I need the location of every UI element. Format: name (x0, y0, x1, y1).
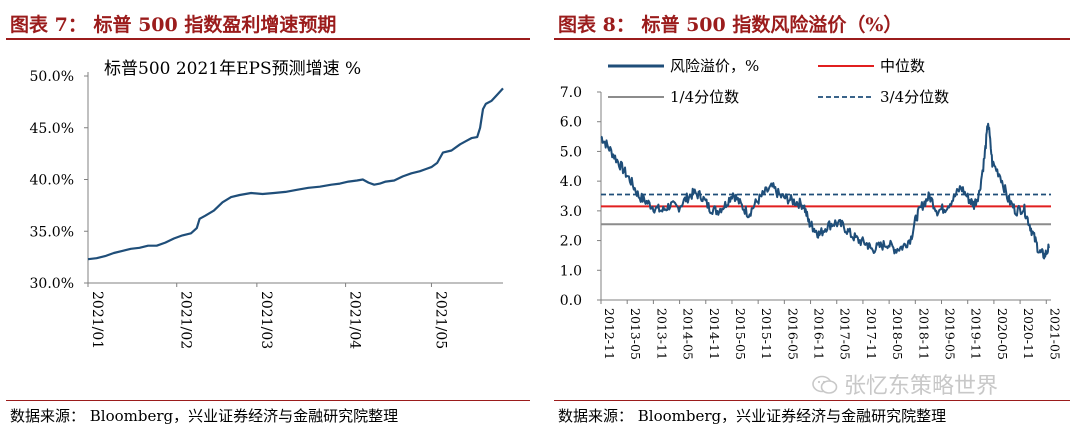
x-tick-label: 2018-11 (916, 308, 931, 360)
watermark-text: 张忆东策略世界 (844, 374, 999, 399)
x-tick-label: 2019-05 (943, 308, 958, 360)
figure-7-panel: 图表 7： 标普 500 指数盈利增速预期 30.0% 35.0% 40.0% 45.… (6, 8, 530, 429)
risk-premium-chart: 0.0 1.0 2.0 3.0 4.0 5.0 6.0 7.0 2012-11 2013-05 20… (560, 57, 1063, 360)
eps-growth-chart: 30.0% 35.0% 40.0% 45.0% 50.0% 2021/01 2021/02 2… (30, 59, 504, 349)
y-tick-label: 6.0 (560, 115, 582, 131)
figure-8-panel: 图表 8： 标普 500 指数风险溢价（%） 0.0 1.0 2.0 3.0 4.0 5.… (548, 0, 1080, 432)
figure-7-caption: 图表 7： 标普 500 指数盈利增速预期 (10, 14, 337, 36)
y-tick-label: 1.0 (560, 263, 582, 279)
y-tick-label: 30.0% (30, 276, 74, 292)
x-tick-label: 2021/01 (89, 291, 105, 349)
y-tick-label: 2.0 (560, 234, 582, 250)
y-tick-label: 40.0% (30, 173, 74, 189)
legend-quartile-3-label: 3/4分位数 (880, 88, 949, 106)
watermark: 张忆东策略世界 (812, 368, 998, 400)
x-tick-label: 2021/03 (258, 291, 274, 349)
y-tick-label: 0.0 (560, 293, 582, 309)
x-tick-label: 2014-11 (707, 308, 722, 360)
y-tick-label: 5.0 (560, 144, 582, 160)
x-tick-label: 2015-05 (733, 308, 748, 360)
figure-7-footer: 数据来源： Bloomberg，兴业证券经济与金融研究院整理 (6, 400, 530, 429)
eps-growth-line (87, 87, 504, 261)
y-tick-label: 7.0 (560, 85, 582, 101)
x-tick-label: 2016-05 (785, 308, 800, 360)
x-tick-label: 2021-05 (1047, 308, 1062, 360)
y-tick-label: 50.0% (30, 69, 74, 85)
legend-risk-premium-label: 风险溢价，% (670, 57, 759, 75)
x-tick-label: 2016-11 (812, 308, 827, 360)
x-tick-label: 2020-05 (995, 308, 1010, 360)
risk-premium-line (600, 122, 1050, 260)
y-tick-label: 35.0% (30, 224, 74, 240)
figure-7-source: 数据来源： Bloomberg，兴业证券经济与金融研究院整理 (10, 407, 399, 425)
wechat-icon (812, 375, 838, 394)
y-tick-label: 4.0 (560, 174, 582, 190)
x-tick-label: 2017-11 (864, 308, 879, 360)
x-tick-label: 2012-11 (602, 308, 617, 360)
legend-median-label: 中位数 (880, 57, 925, 75)
chart-title: 标普500 2021年EPS预测增速 % (104, 59, 361, 79)
x-tick-label: 2014-05 (681, 308, 696, 360)
figure-8-header: 图表 8： 标普 500 指数风险溢价（%） (554, 8, 1070, 40)
legend-quartile-1-label: 1/4分位数 (670, 88, 739, 106)
y-tick-label: 45.0% (30, 121, 74, 137)
figure-8-caption: 图表 8： 标普 500 指数风险溢价（%） (558, 14, 903, 36)
x-tick-label: 2021/04 (347, 291, 363, 349)
x-tick-label: 2019-11 (969, 308, 984, 360)
x-tick-label: 2021/05 (432, 291, 448, 349)
y-tick-label: 3.0 (560, 204, 582, 220)
x-tick-label: 2020-11 (1021, 308, 1036, 360)
figure-8-footer: 数据来源： Bloomberg，兴业证券经济与金融研究院整理 (554, 400, 1070, 429)
x-tick-label: 2013-05 (628, 308, 643, 360)
x-tick-label: 2021/02 (178, 291, 194, 349)
x-tick-label: 2018-05 (890, 308, 905, 360)
figure-8-source: 数据来源： Bloomberg，兴业证券经济与金融研究院整理 (558, 407, 947, 425)
x-tick-label: 2015-11 (759, 308, 774, 360)
x-tick-label: 2017-05 (838, 308, 853, 360)
x-tick-label: 2013-11 (654, 308, 669, 360)
figure-7-header: 图表 7： 标普 500 指数盈利增速预期 (6, 8, 530, 40)
